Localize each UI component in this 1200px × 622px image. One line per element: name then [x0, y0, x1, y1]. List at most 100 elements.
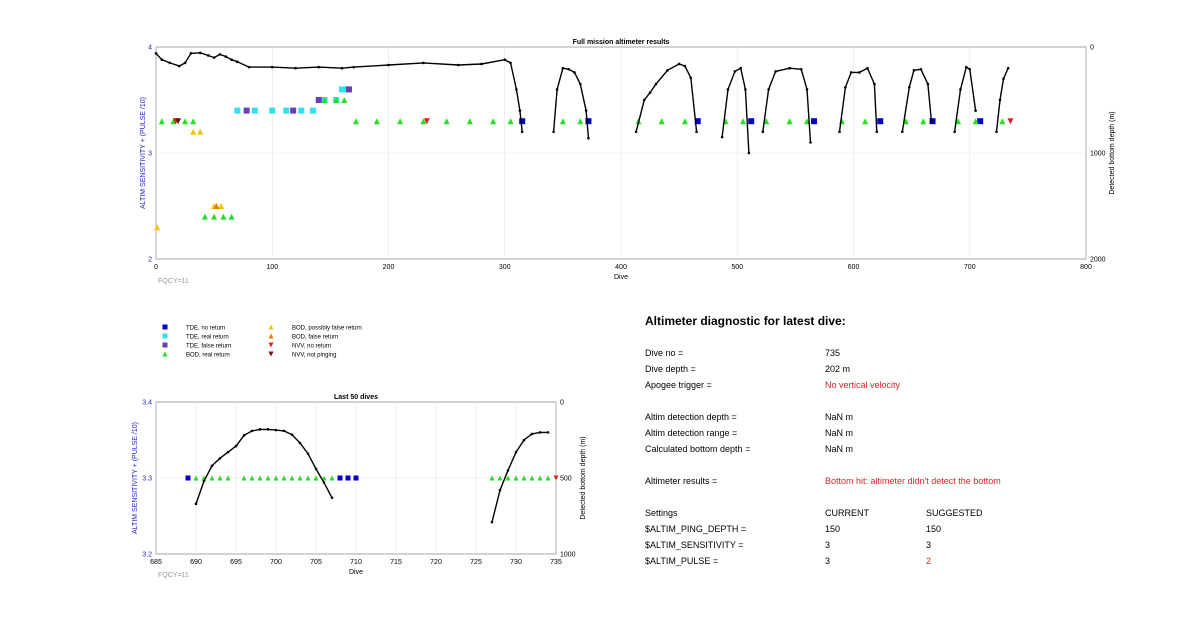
depth-line-segment [491, 431, 548, 523]
data-point [243, 107, 250, 114]
depth-line-segment [721, 67, 750, 154]
depth-point [177, 64, 181, 68]
settings-label: Settings [645, 508, 678, 518]
depth-point [666, 69, 669, 72]
data-point [877, 118, 884, 125]
y-tick-label: 3.4 [142, 400, 152, 407]
results-value: Bottom hit: altimeter didn't detect the … [825, 476, 1001, 486]
data-point [269, 107, 276, 114]
legend-marker [162, 333, 168, 339]
setting-name: $ALTIM_PULSE = [645, 556, 719, 566]
depth-point [573, 71, 576, 74]
y-tick-label: 3 [148, 151, 152, 158]
data-point [281, 475, 287, 481]
depth-line-segment [552, 67, 590, 139]
x-tick-label: 700 [964, 264, 976, 271]
data-point [305, 475, 311, 481]
depth-point [677, 62, 681, 66]
depth-point [953, 130, 956, 134]
setting-current: 150 [825, 524, 841, 534]
depth-point [964, 65, 968, 69]
depth-point [926, 82, 930, 86]
data-point [313, 475, 319, 481]
data-point [977, 118, 984, 125]
data-point [553, 475, 559, 481]
y-tick-label: 4 [148, 45, 152, 52]
x-tick-label: 695 [230, 559, 242, 566]
depth-point [908, 85, 911, 89]
y2-tick-label: 500 [560, 476, 572, 483]
depth-point [530, 432, 534, 436]
top-x-axis-label: Dive [614, 274, 628, 281]
settings-header-row: Settings CURRENT SUGGESTED [645, 508, 1185, 520]
x-tick-label: 720 [430, 559, 442, 566]
depth-point [919, 67, 923, 71]
data-point [333, 97, 340, 103]
apogee-row: Apogee trigger = No vertical velocity [645, 380, 1185, 392]
depth-point [194, 502, 198, 506]
depth-point [218, 53, 222, 56]
depth-point [230, 58, 233, 62]
legend: TDE, no return TDE, real return TDE, false… [162, 324, 362, 358]
data-point [298, 107, 305, 114]
x-tick-label: 710 [350, 559, 362, 566]
depth-point [247, 65, 251, 69]
data-point [521, 475, 527, 481]
apogee-label: Apogee trigger = [645, 380, 712, 390]
data-point [352, 118, 359, 125]
data-point [513, 475, 519, 481]
depth-point [210, 464, 214, 468]
full-mission-chart: 0 100 200 300 400 500 600 700 800 2 3 4 0 1000 2000 Fu… [140, 39, 1116, 285]
data-point [241, 475, 247, 481]
depth-point [555, 88, 559, 91]
depth-point [498, 488, 502, 492]
data-point [955, 118, 962, 125]
depth-point [788, 66, 791, 70]
legend-marker [162, 351, 168, 357]
y-tick-label: 3.3 [142, 476, 152, 483]
depth-point [242, 434, 246, 437]
depth-point [202, 479, 206, 483]
data-point [193, 475, 199, 481]
calc-depth-value: NaN m [825, 444, 854, 454]
depth-point [250, 429, 254, 433]
data-point [190, 128, 197, 135]
legend-label: TDE, false return [186, 343, 231, 349]
current-header: CURRENT [825, 508, 869, 518]
depth-point [183, 61, 187, 65]
depth-point [154, 52, 158, 55]
dive-depth-row: Dive depth = 202 m [645, 364, 1185, 376]
data-point [337, 475, 343, 481]
data-point [273, 475, 279, 481]
depth-point [642, 98, 646, 102]
depth-point [584, 109, 588, 112]
data-point [170, 118, 177, 125]
dive-depth-label: Dive depth = [645, 364, 696, 374]
x-tick-label: 300 [499, 264, 511, 271]
data-point [353, 475, 359, 481]
depth-point [744, 88, 747, 91]
data-point [489, 475, 495, 481]
x-tick-label: 400 [615, 264, 627, 271]
calc-depth-row: Calculated bottom depth = NaN m [645, 444, 1185, 456]
depth-point [733, 70, 737, 73]
depth-point [274, 428, 278, 432]
bottom-fqcy-note: FQCY=11 [158, 572, 189, 579]
x-tick-label: 685 [150, 559, 162, 566]
depth-point [552, 130, 555, 134]
data-point [505, 475, 511, 481]
depth-point [298, 441, 302, 445]
results-label: Altimeter results = [645, 476, 718, 486]
data-point [545, 475, 551, 481]
data-point [257, 475, 263, 481]
legend-label: BOD, possibly false return [292, 325, 362, 331]
legend-marker [268, 342, 274, 348]
data-point [209, 475, 215, 481]
depth-point [689, 76, 693, 80]
last-50-dives-chart: 685 690 695 700 705 710 715 720 725 730 735 3.2 3.3 3… [132, 394, 587, 579]
depth-point [567, 67, 570, 71]
depth-point [168, 61, 172, 65]
depth-point [648, 91, 652, 94]
top-grid [155, 46, 1087, 260]
